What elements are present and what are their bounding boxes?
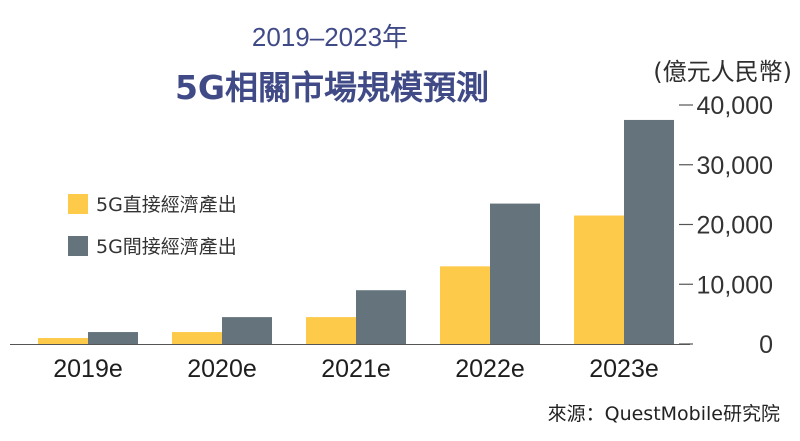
- y-tick-label: 10,000: [697, 271, 773, 299]
- legend-swatch-direct: [68, 194, 88, 214]
- bar-indirect-2020e: [222, 317, 272, 344]
- y-axis: 0 10,000 20,000 30,000 40,000: [679, 92, 773, 359]
- legend-label-direct: 5G直接經濟產出: [96, 194, 237, 216]
- x-tick-label: 2019e: [53, 355, 123, 383]
- source-credit: 來源：QuestMobile研究院: [548, 403, 780, 425]
- chart-title-line2: 5G相關市場規模預測: [175, 68, 489, 107]
- bar-direct-2023e: [574, 215, 624, 344]
- bar-direct-2019e: [38, 338, 88, 344]
- bar-indirect-2019e: [88, 332, 138, 344]
- x-tick-label: 2023e: [589, 355, 659, 383]
- legend-swatch-indirect: [68, 236, 88, 256]
- legend: 5G直接經濟產出 5G間接經濟產出: [68, 194, 237, 258]
- x-tick-label: 2021e: [321, 355, 391, 383]
- y-tick-label: 30,000: [697, 152, 773, 180]
- bar-indirect-2022e: [490, 203, 540, 344]
- bar-direct-2022e: [440, 266, 490, 344]
- chart-title-line1: 2019–2023年: [252, 22, 408, 52]
- x-tick-label: 2022e: [455, 355, 525, 383]
- y-tick-label: 0: [759, 331, 773, 359]
- x-tick-label: 2020e: [187, 355, 257, 383]
- bar-indirect-2023e: [624, 119, 674, 344]
- bar-direct-2021e: [306, 317, 356, 344]
- bar-indirect-2021e: [356, 290, 406, 344]
- legend-label-indirect: 5G間接經濟產出: [96, 236, 237, 258]
- x-axis-tick-labels: 2019e 2020e 2021e 2022e 2023e: [10, 344, 690, 383]
- y-tick-label: 40,000: [697, 92, 773, 120]
- bars-group: [38, 119, 674, 344]
- bar-direct-2020e: [172, 332, 222, 344]
- y-axis-unit-label: (億元人民幣): [653, 58, 792, 86]
- y-tick-label: 20,000: [697, 212, 773, 240]
